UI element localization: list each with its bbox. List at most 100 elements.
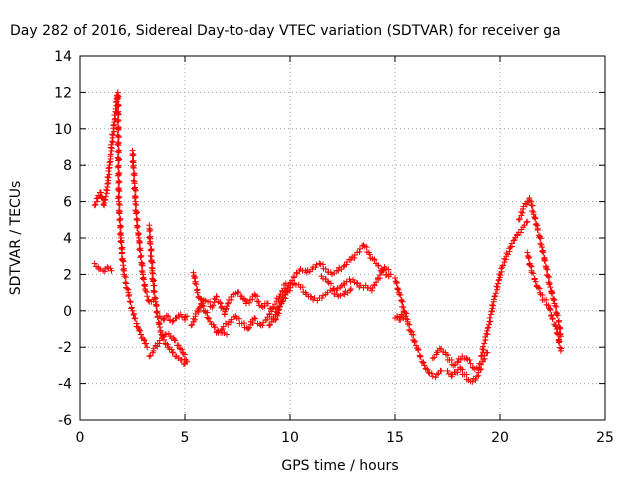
data-point [135,232,142,239]
data-point [546,281,553,288]
data-point [282,292,289,299]
data-point [429,355,436,362]
data-point [118,245,125,252]
data-point [105,174,112,181]
data-point [103,186,110,193]
data-point [129,163,136,170]
data-point [165,330,172,337]
data-point [165,313,172,320]
data-point [104,264,111,271]
data-point [116,156,123,163]
data-point [402,313,409,320]
data-point [539,248,546,255]
data-point [478,366,485,373]
data-point [354,280,361,287]
data-point [472,376,479,383]
data-point [557,347,564,354]
data-point [153,309,160,316]
data-point [180,350,187,357]
data-point [225,300,232,307]
data-point [480,343,487,350]
data-point [116,217,123,224]
y-tick-label: 2 [63,267,72,283]
x-tick-label: 20 [491,430,509,446]
data-point [134,217,141,224]
data-point [116,178,123,185]
data-point [498,265,505,272]
data-point [557,344,564,351]
data-point [246,299,253,306]
data-point [451,369,458,376]
data-point [146,353,153,360]
data-point [136,246,143,253]
data-point [480,356,487,363]
data-point [492,290,499,297]
data-point [133,210,140,217]
grid [80,56,605,420]
data-point [124,285,131,292]
data-point [491,293,498,300]
chart-title: Day 282 of 2016, Sidereal Day-to-day VTE… [10,23,561,39]
data-point [263,316,270,323]
series-arc-2 [91,89,151,351]
series-arc-12 [318,264,394,294]
data-point [489,308,496,315]
data-point [169,318,176,325]
data-point [256,321,263,328]
y-tick-label: 14 [54,49,72,65]
data-point [526,254,533,261]
data-point [240,320,247,327]
y-tick-label: 12 [54,85,72,101]
data-point [192,310,199,317]
data-point [245,326,251,332]
data-point [111,128,118,135]
data-point [556,338,563,345]
data-point [129,307,136,314]
data-point [129,152,136,159]
data-point [122,274,129,281]
data-point [148,247,155,254]
data-point [534,226,541,233]
data-point [148,258,155,265]
data-point [131,172,138,179]
data-point [120,258,127,265]
data-point [287,284,294,291]
data-point [477,366,484,373]
data-point [117,224,124,231]
data-point [172,337,179,344]
data-point [490,296,497,303]
data-point [115,142,122,149]
data-point [259,322,266,329]
data-point [553,330,560,337]
data-point [366,251,373,258]
data-point [114,172,121,179]
data-point [146,234,153,241]
data-point [524,218,531,225]
data-point [224,331,230,338]
data-point [138,268,145,275]
data-point [132,315,139,322]
data-point [156,321,163,328]
data-point [360,242,367,249]
data-point [266,311,273,318]
data-point [151,282,158,289]
data-point [246,324,253,331]
data-point [163,331,170,338]
data-point [107,151,114,158]
data-point [228,319,235,326]
data-point [356,248,363,255]
data-point [115,102,122,109]
data-point [115,133,122,140]
data-point [515,216,522,223]
data-point [117,215,124,222]
data-point [115,195,122,202]
data-point [169,349,176,356]
series-arc-1 [91,260,115,275]
data-point [554,331,561,338]
data-point [393,280,400,287]
data-point [555,339,562,346]
data-point [118,250,125,257]
data-point [212,324,219,331]
data-point [387,271,394,278]
data-point [550,297,557,304]
